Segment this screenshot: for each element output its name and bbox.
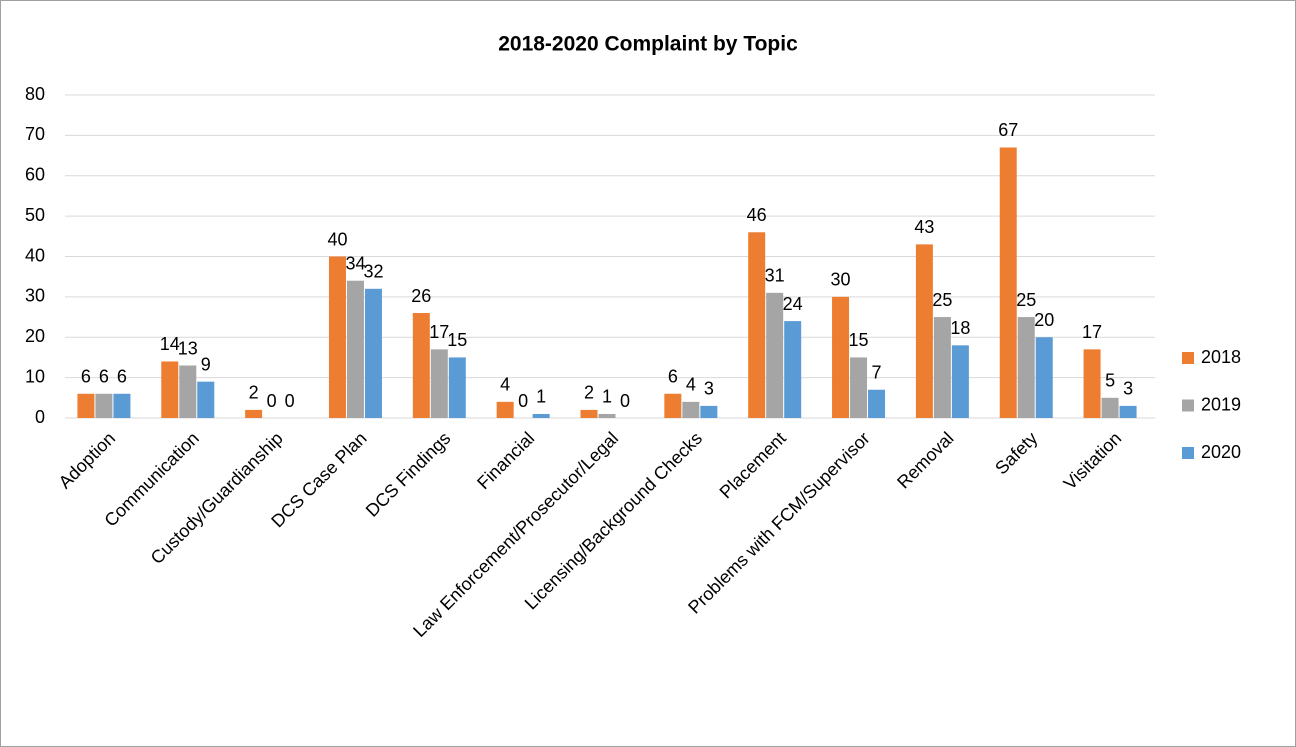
data-label: 40	[327, 229, 347, 249]
data-label: 1	[602, 387, 612, 407]
y-tick-label: 30	[25, 286, 45, 306]
data-label: 17	[1082, 322, 1102, 342]
bar	[364, 288, 382, 418]
data-label: 4	[686, 375, 696, 395]
data-label: 31	[765, 266, 785, 286]
bar	[933, 317, 951, 418]
chart-title: 2018-2020 Complaint by Topic	[498, 33, 798, 56]
bar	[1083, 349, 1101, 418]
bar	[179, 365, 197, 418]
bar	[412, 313, 430, 418]
bar	[580, 409, 598, 418]
bar	[197, 381, 215, 418]
bar	[448, 357, 466, 418]
bar	[868, 389, 886, 418]
data-label: 15	[447, 330, 467, 350]
bar	[682, 401, 700, 418]
y-tick-label: 0	[35, 407, 45, 427]
data-label: 25	[1016, 290, 1036, 310]
data-label: 67	[998, 120, 1018, 140]
data-label: 43	[914, 217, 934, 237]
data-label: 6	[117, 367, 127, 387]
data-label: 1	[536, 387, 546, 407]
data-label: 0	[267, 391, 277, 411]
bar	[700, 405, 718, 418]
bar	[77, 393, 95, 418]
data-label: 18	[950, 318, 970, 338]
legend-swatch	[1182, 352, 1194, 364]
data-label: 0	[518, 391, 528, 411]
bar	[1119, 405, 1137, 418]
data-label: 34	[345, 253, 365, 273]
bar	[915, 244, 933, 418]
bar	[598, 413, 616, 418]
data-label: 30	[831, 270, 851, 290]
data-label: 13	[178, 338, 198, 358]
y-tick-label: 80	[25, 84, 45, 104]
data-label: 7	[872, 362, 882, 382]
data-label: 46	[747, 205, 767, 225]
bar	[161, 361, 179, 418]
bar	[951, 345, 969, 418]
bar	[1017, 317, 1035, 418]
data-label: 24	[783, 294, 803, 314]
data-label: 17	[429, 322, 449, 342]
data-label: 26	[411, 286, 431, 306]
data-label: 25	[932, 290, 952, 310]
bar	[496, 401, 514, 418]
bar	[95, 393, 113, 418]
y-tick-label: 20	[25, 326, 45, 346]
data-label: 9	[201, 354, 211, 374]
y-tick-label: 70	[25, 124, 45, 144]
bar	[999, 147, 1017, 419]
legend-swatch	[1182, 399, 1194, 412]
bar	[532, 413, 550, 418]
bar	[784, 321, 802, 418]
bar	[346, 280, 364, 418]
bar	[1035, 337, 1053, 418]
data-label: 3	[704, 379, 714, 399]
data-label: 15	[849, 330, 869, 350]
data-label: 14	[160, 334, 180, 354]
y-tick-label: 50	[25, 205, 45, 225]
legend-label: 2019	[1201, 394, 1241, 414]
y-tick-label: 10	[25, 366, 45, 386]
data-label: 6	[99, 367, 109, 387]
y-tick-label: 40	[25, 245, 45, 265]
data-label: 3	[1123, 379, 1133, 399]
data-label: 2	[249, 383, 259, 403]
data-label: 5	[1105, 371, 1115, 391]
data-label: 20	[1034, 310, 1054, 330]
bar	[664, 393, 682, 418]
data-label: 32	[363, 262, 383, 282]
bar	[328, 256, 346, 418]
data-label: 0	[620, 391, 630, 411]
bar	[430, 349, 448, 418]
data-label: 0	[285, 391, 295, 411]
legend-label: 2020	[1201, 442, 1241, 462]
legend-label: 2018	[1201, 347, 1241, 367]
y-tick-label: 60	[25, 165, 45, 185]
bar	[748, 232, 766, 418]
data-label: 6	[668, 367, 678, 387]
bar	[113, 393, 131, 418]
data-label: 4	[500, 375, 510, 395]
data-label: 2	[584, 383, 594, 403]
bar	[245, 409, 263, 418]
legend-swatch	[1182, 447, 1194, 459]
bar	[1101, 397, 1119, 418]
bar	[832, 296, 850, 418]
bar	[850, 357, 868, 418]
data-label: 6	[81, 367, 91, 387]
bar	[766, 292, 784, 418]
